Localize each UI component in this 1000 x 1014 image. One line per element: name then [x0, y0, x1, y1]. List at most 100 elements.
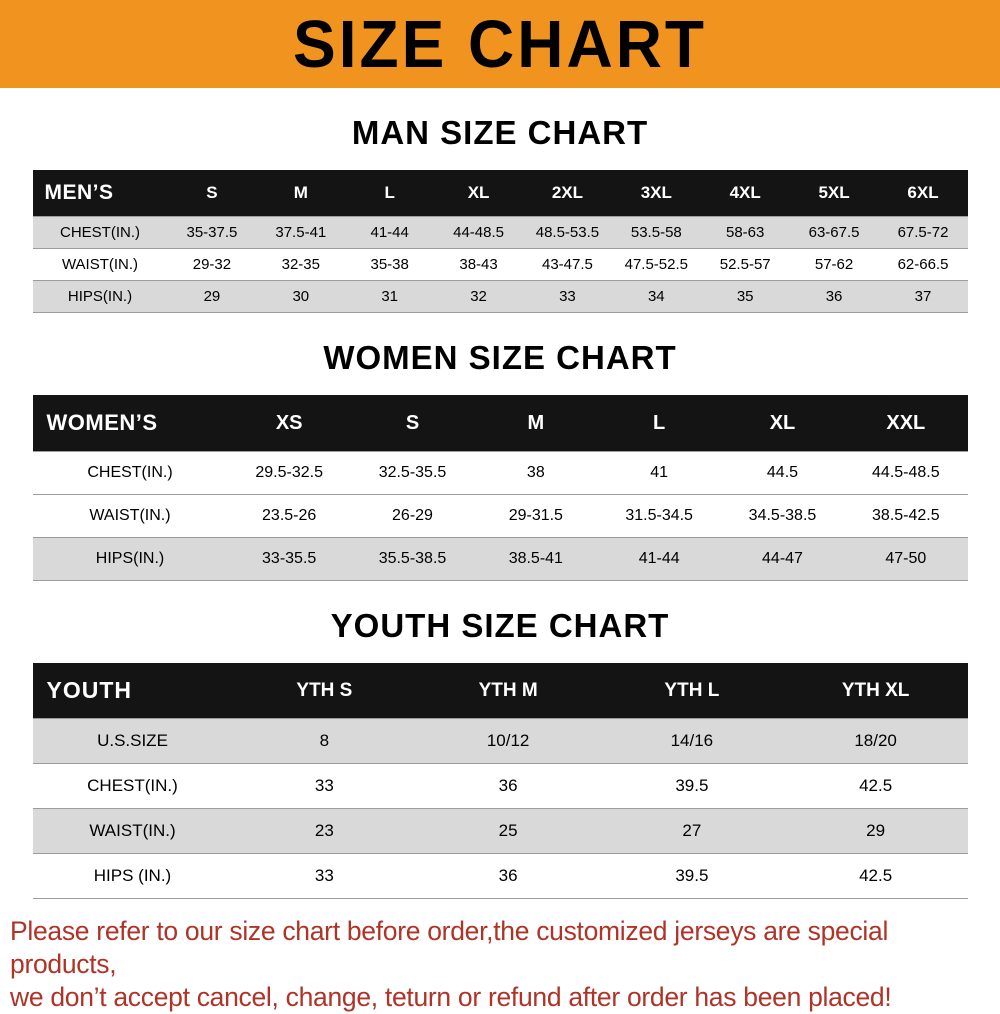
column-header: L [597, 395, 721, 452]
size-value: 47-50 [844, 537, 968, 581]
size-value: 32-35 [256, 248, 346, 281]
size-value: 39.5 [600, 853, 784, 899]
size-value: 42.5 [783, 853, 968, 899]
size-value: 47.5-52.5 [611, 248, 701, 281]
table-title-cell: WOMEN’S [32, 395, 228, 452]
mens-section: MAN SIZE CHART MEN’S S M L XL 2XL 3XL 4XL 5XL 6XL… [0, 88, 1000, 313]
size-value: 41 [597, 451, 721, 495]
header-row: MEN’S S M L XL 2XL 3XL 4XL 5XL 6XL [32, 170, 968, 217]
size-value: 67.5-72 [878, 216, 968, 249]
size-value: 62-66.5 [878, 248, 968, 281]
size-value: 25 [416, 808, 600, 854]
size-value: 34 [611, 280, 701, 313]
mens-section-title: MAN SIZE CHART [351, 114, 649, 151]
column-header: M [474, 395, 598, 452]
size-value: 31.5-34.5 [597, 494, 721, 538]
row-label: WAIST(IN.) [32, 808, 233, 854]
row-label: U.S.SIZE [32, 718, 233, 764]
size-value: 33 [523, 280, 612, 313]
size-value: 42.5 [783, 763, 968, 809]
column-header: YTH XL [783, 663, 968, 719]
youth-section-title: YOUTH SIZE CHART [330, 607, 670, 644]
table-row: WAIST(IN.) 29-32 32-35 35-38 38-43 43-47.5 47.… [32, 248, 968, 281]
column-header: YTH L [600, 663, 784, 719]
size-value: 35-37.5 [167, 216, 257, 249]
size-value: 43-47.5 [523, 248, 612, 281]
row-label: HIPS(IN.) [32, 280, 168, 313]
size-value: 29-31.5 [474, 494, 598, 538]
column-header: XL [720, 395, 845, 452]
note-line-1: Please refer to our size chart before or… [10, 916, 889, 980]
size-value: 29 [167, 280, 257, 313]
column-header: 6XL [878, 170, 968, 217]
column-header: YTH S [232, 663, 417, 719]
table-row: HIPS(IN.) 29 30 31 32 33 34 35 36 37 [32, 280, 968, 313]
size-value: 41-44 [597, 537, 721, 581]
size-value: 44-48.5 [434, 216, 523, 249]
size-value: 38 [474, 451, 598, 495]
column-header: XS [227, 395, 351, 452]
size-value: 14/16 [600, 718, 784, 764]
row-label: WAIST(IN.) [32, 248, 168, 281]
youth-size-table: YOUTH YTH S YTH M YTH L YTH XL U.S.SIZE 8 10/12… [32, 663, 968, 899]
row-label: CHEST(IN.) [32, 216, 168, 249]
mens-size-table: MEN’S S M L XL 2XL 3XL 4XL 5XL 6XL CHEST(IN.) 35-37… [32, 170, 968, 313]
size-value: 10/12 [416, 718, 600, 764]
size-value: 39.5 [600, 763, 784, 809]
row-label: WAIST(IN.) [32, 494, 228, 538]
row-label: CHEST(IN.) [32, 451, 228, 495]
size-value: 29 [783, 808, 968, 854]
youth-section: YOUTH SIZE CHART YOUTH YTH S YTH M YTH L YTH… [0, 581, 1000, 899]
table-title-cell: YOUTH [32, 663, 233, 719]
table-row: U.S.SIZE 8 10/12 14/16 18/20 [32, 718, 968, 764]
womens-section: WOMEN SIZE CHART WOMEN’S XS S M L XL XXL CHEST(… [0, 313, 1000, 581]
size-value: 8 [232, 718, 417, 764]
table-title-cell: MEN’S [32, 170, 168, 217]
size-value: 44.5 [720, 451, 845, 495]
row-label: HIPS (IN.) [32, 853, 233, 899]
banner: SIZE CHART [0, 0, 1000, 88]
size-value: 29-32 [167, 248, 257, 281]
column-header: XL [434, 170, 523, 217]
size-value: 29.5-32.5 [227, 451, 351, 495]
size-value: 32 [434, 280, 523, 313]
womens-size-table: WOMEN’S XS S M L XL XXL CHEST(IN.) 29.5-32.5 32.5… [32, 395, 968, 581]
size-value: 38.5-41 [474, 537, 598, 581]
row-label: HIPS(IN.) [32, 537, 228, 581]
size-value: 18/20 [783, 718, 968, 764]
size-value: 27 [600, 808, 784, 854]
table-row: WAIST(IN.) 23 25 27 29 [32, 808, 968, 854]
column-header: M [256, 170, 346, 217]
womens-section-title: WOMEN SIZE CHART [323, 339, 677, 376]
header-row: WOMEN’S XS S M L XL XXL [32, 395, 968, 452]
column-header: YTH M [416, 663, 600, 719]
size-value: 32.5-35.5 [350, 451, 475, 495]
size-value: 58-63 [700, 216, 790, 249]
size-value: 34.5-38.5 [720, 494, 845, 538]
size-value: 35-38 [345, 248, 435, 281]
table-row: CHEST(IN.) 35-37.5 37.5-41 41-44 44-48.5 48.5… [32, 216, 968, 249]
order-note: Please refer to our size chart before or… [0, 915, 1000, 1014]
column-header: 4XL [700, 170, 790, 217]
size-value: 37 [878, 280, 968, 313]
size-value: 38-43 [434, 248, 523, 281]
size-value: 53.5-58 [611, 216, 701, 249]
size-value: 35.5-38.5 [350, 537, 475, 581]
size-value: 57-62 [789, 248, 879, 281]
column-header: 3XL [611, 170, 701, 217]
note-line-2: we don’t accept cancel, change, teturn o… [10, 982, 892, 1013]
size-value: 38.5-42.5 [844, 494, 968, 538]
table-row: CHEST(IN.) 29.5-32.5 32.5-35.5 38 41 44.5 44.5… [32, 451, 968, 495]
size-value: 36 [416, 853, 600, 899]
size-value: 48.5-53.5 [523, 216, 612, 249]
size-value: 23 [232, 808, 417, 854]
size-value: 33 [232, 763, 417, 809]
table-row: WAIST(IN.) 23.5-26 26-29 29-31.5 31.5-34.5 34… [32, 494, 968, 538]
column-header: L [345, 170, 435, 217]
table-row: HIPS(IN.) 33-35.5 35.5-38.5 38.5-41 41-44 44-… [32, 537, 968, 581]
size-value: 41-44 [345, 216, 435, 249]
size-value: 30 [256, 280, 346, 313]
size-value: 36 [789, 280, 879, 313]
column-header: 2XL [523, 170, 612, 217]
